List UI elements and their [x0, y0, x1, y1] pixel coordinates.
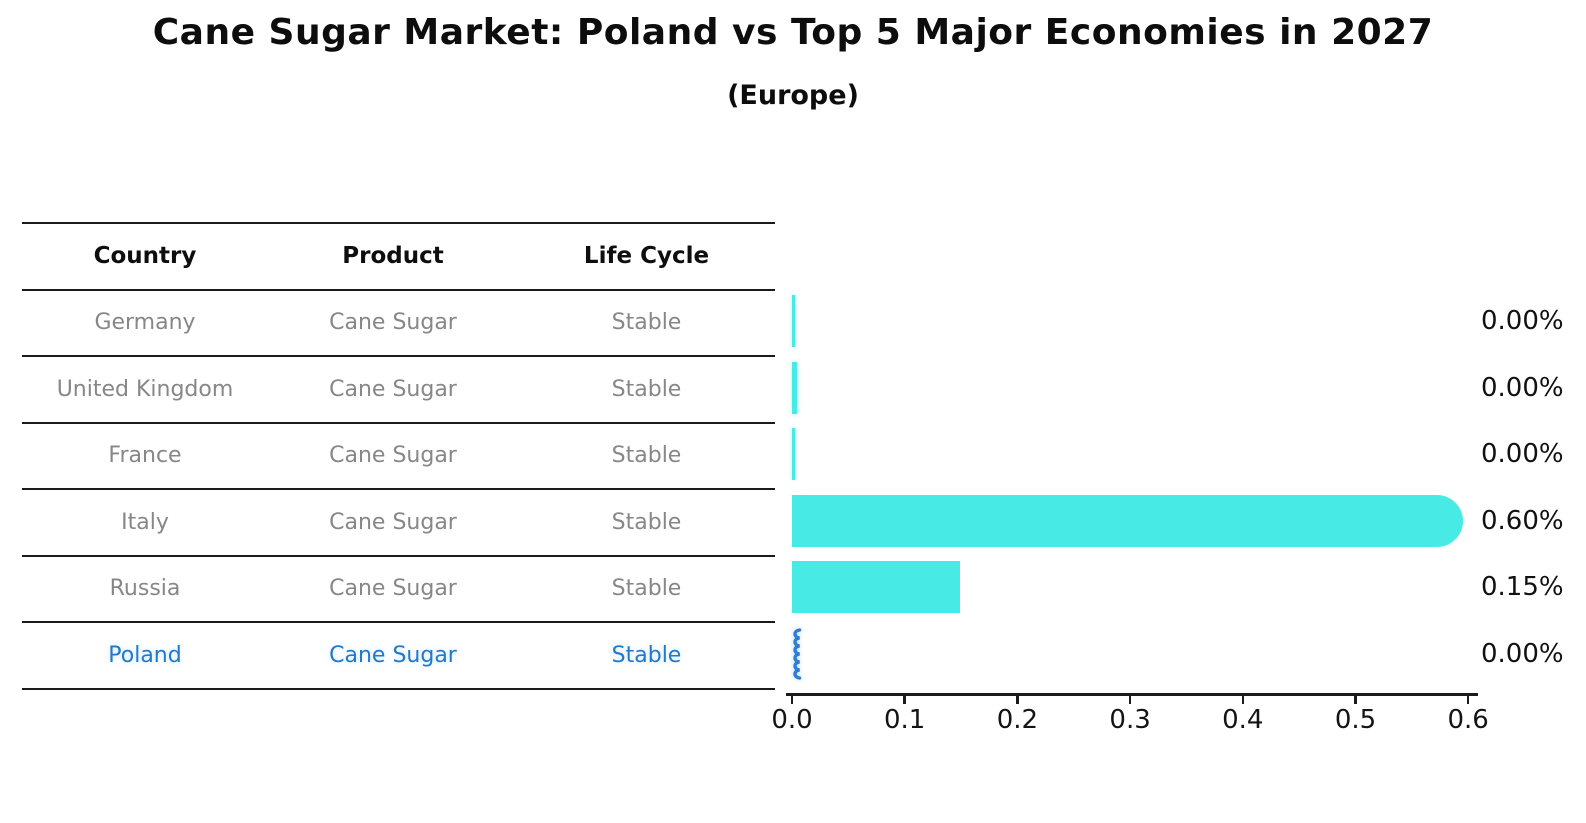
- bar-value-label-italy: 0.60%: [1481, 506, 1564, 536]
- bar-italy: [792, 495, 1463, 547]
- x-tick-label: 0.5: [1334, 705, 1377, 735]
- life-cycle-cell: Stable: [611, 376, 682, 402]
- life-cycle-cell: Stable: [611, 642, 682, 668]
- x-tick-mark: [1016, 695, 1019, 704]
- x-tick-label: 0.6: [1447, 705, 1489, 735]
- x-tick-mark: [1466, 695, 1470, 704]
- column-header-life-cycle: Life Cycle: [583, 243, 710, 270]
- product-cell: Cane Sugar: [329, 443, 457, 469]
- table-row-united-kingdom: United Kingdom Cane Sugar Stable: [22, 357, 775, 424]
- bar-plot: 0.00% 0.00% 0.00% 0.60% 0.15% 0.00% 0.0 0.1 0.2 0…: [771, 288, 1586, 788]
- x-tick-label: 0.3: [1109, 705, 1151, 735]
- bar-russia: [792, 561, 960, 613]
- bar-value-label-france: 0.00%: [1481, 439, 1564, 469]
- bar-value-label-germany: 0.00%: [1481, 306, 1564, 336]
- table-row-poland: Poland Cane Sugar Stable: [22, 623, 775, 690]
- country-table: Country Product Life Cycle Germany Cane Suga…: [22, 222, 775, 690]
- table-row-italy: Italy Cane Sugar Stable: [22, 490, 775, 557]
- x-tick-label: 0.1: [884, 705, 926, 735]
- bar-row-germany: [792, 288, 1492, 355]
- table-row-france: France Cane Sugar Stable: [22, 424, 775, 490]
- x-tick-mark: [1241, 695, 1245, 704]
- x-axis-line: [786, 693, 1478, 696]
- table-row-germany: Germany Cane Sugar Stable: [22, 291, 775, 357]
- bar-value-label-poland: 0.00%: [1481, 639, 1564, 669]
- life-cycle-cell: Stable: [611, 443, 682, 469]
- country-cell: Russia: [109, 576, 181, 602]
- product-cell: Cane Sugar: [329, 310, 457, 336]
- bar-row-poland: [792, 621, 1492, 688]
- life-cycle-cell: Stable: [611, 509, 682, 535]
- table-header-row: Country Product Life Cycle: [22, 224, 775, 291]
- column-header-product: Product: [342, 243, 444, 270]
- chart-title: Cane Sugar Market: Poland vs Top 5 Major…: [152, 12, 1434, 53]
- x-tick-mark: [903, 695, 906, 704]
- x-tick-mark: [790, 695, 794, 704]
- bar-germany: [792, 295, 795, 347]
- x-tick-mark: [1128, 695, 1132, 704]
- highlight-bar-poland: [793, 628, 802, 680]
- x-tick-label: 0.4: [1222, 705, 1264, 735]
- product-cell: Cane Sugar: [329, 376, 457, 402]
- bar-value-label-united-kingdom: 0.00%: [1481, 373, 1564, 403]
- bar-row-russia: [792, 554, 1492, 621]
- bar-france: [792, 428, 795, 480]
- product-cell: Cane Sugar: [329, 576, 457, 602]
- bar-row-united-kingdom: [792, 355, 1492, 422]
- x-tick-label: 0.2: [996, 705, 1039, 735]
- bar-value-label-russia: 0.15%: [1481, 572, 1564, 602]
- x-tick-label: 0.0: [771, 705, 813, 735]
- country-cell: France: [108, 443, 182, 469]
- x-tick-mark: [1354, 695, 1357, 704]
- chart-subtitle: (Europe): [727, 80, 859, 111]
- country-cell: United Kingdom: [56, 376, 234, 402]
- table-row-russia: Russia Cane Sugar Stable: [22, 557, 775, 623]
- life-cycle-cell: Stable: [611, 576, 682, 602]
- country-cell: Poland: [108, 642, 182, 668]
- column-header-country: Country: [93, 243, 197, 270]
- country-cell: Italy: [121, 509, 169, 535]
- country-cell: Germany: [94, 310, 196, 336]
- product-cell: Cane Sugar: [329, 642, 457, 668]
- bar-row-italy: [792, 488, 1492, 555]
- bar-united-kingdom: [792, 362, 797, 414]
- bar-row-france: [792, 421, 1492, 488]
- life-cycle-cell: Stable: [611, 310, 682, 336]
- product-cell: Cane Sugar: [329, 509, 457, 535]
